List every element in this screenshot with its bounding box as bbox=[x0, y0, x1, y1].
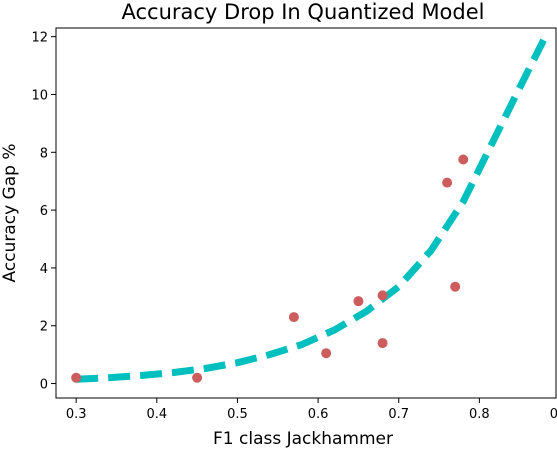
x-tick-label: 0.7 bbox=[388, 407, 409, 422]
x-tick-label: 0.3 bbox=[66, 407, 87, 422]
scatter-point bbox=[288, 312, 299, 323]
y-axis-title: Accuracy Gap % bbox=[0, 144, 20, 283]
chart-title: Accuracy Drop In Quantized Model bbox=[121, 0, 484, 24]
x-tick-label: 0.5 bbox=[227, 407, 248, 422]
y-tick-label: 8 bbox=[40, 146, 48, 161]
y-tick-label: 10 bbox=[31, 88, 48, 103]
scatter-point bbox=[321, 348, 332, 359]
x-axis: 0.3 0.4 0.5 0.6 0.7 0.8 0.9 bbox=[66, 398, 557, 422]
scatter-point bbox=[71, 372, 82, 383]
scatter-point bbox=[192, 372, 203, 383]
scatter-point bbox=[377, 338, 388, 349]
scatter-point bbox=[353, 296, 364, 307]
scatter-point bbox=[450, 281, 461, 292]
x-axis-title: F1 class Jackhammer bbox=[213, 429, 393, 449]
y-axis: 0 2 4 6 8 10 12 bbox=[31, 31, 56, 393]
x-tick-label: 0.9 bbox=[550, 407, 557, 422]
y-tick-label: 0 bbox=[40, 378, 48, 393]
fit-curve-line bbox=[76, 38, 548, 383]
y-tick-label: 4 bbox=[40, 262, 48, 277]
scatter-points bbox=[71, 154, 469, 383]
scatter-point bbox=[442, 177, 453, 188]
x-tick-label: 0.4 bbox=[146, 407, 167, 422]
y-tick-label: 6 bbox=[40, 204, 48, 219]
scatter-point bbox=[458, 154, 469, 165]
y-tick-label: 12 bbox=[31, 31, 48, 46]
plot-frame bbox=[55, 27, 557, 399]
x-tick-label: 0.8 bbox=[469, 407, 490, 422]
fit-curve-layer bbox=[76, 38, 548, 383]
scatter-point bbox=[377, 290, 388, 301]
y-tick-label: 2 bbox=[40, 320, 48, 335]
x-tick-label: 0.6 bbox=[308, 407, 329, 422]
